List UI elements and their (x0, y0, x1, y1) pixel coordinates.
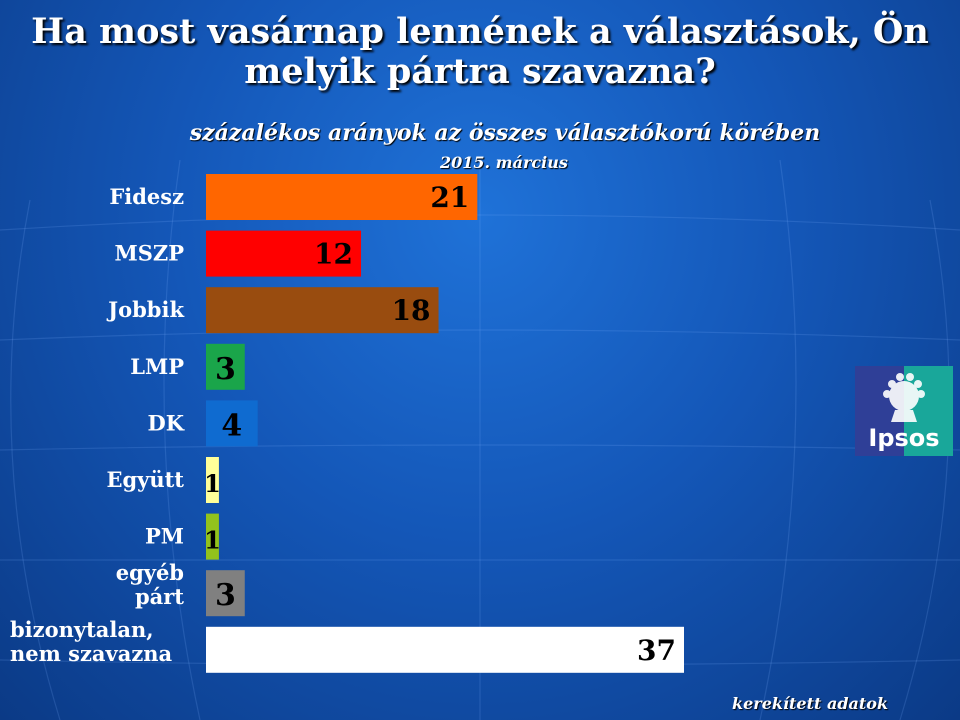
survey-period: 2015. március (440, 153, 568, 172)
category-label-6: PM (145, 524, 184, 549)
category-label-line: PM (145, 524, 184, 549)
bar-5 (206, 457, 219, 503)
category-label-line: Fidesz (109, 184, 184, 209)
category-label-line: egyéb (116, 560, 184, 585)
category-label-line: LMP (130, 354, 184, 379)
category-label-0: Fidesz (109, 184, 184, 209)
category-label-line: Együtt (106, 467, 184, 492)
category-label-line: Jobbik (106, 297, 184, 322)
category-label-line: DK (148, 410, 185, 435)
category-label-2: Jobbik (106, 297, 184, 322)
category-label-line: nem szavazna (10, 641, 173, 666)
value-label-6: 1 (204, 526, 221, 555)
category-label-3: LMP (130, 354, 184, 379)
value-label-7: 3 (215, 578, 236, 613)
bar-7 (206, 570, 245, 617)
ipsos-logo: Ipsos (855, 366, 953, 456)
value-label-5: 1 (204, 469, 221, 498)
category-label-7: egyéb párt (116, 560, 185, 609)
category-label-1: MSZP (114, 241, 184, 266)
value-label-2: 18 (392, 294, 431, 327)
value-label-3: 3 (215, 352, 236, 387)
category-label-line: MSZP (114, 241, 184, 266)
bar-1 (206, 230, 362, 277)
chart-title: Ha most vasárnap lennének a választások,… (31, 11, 929, 92)
bar-3 (206, 343, 245, 390)
value-label-0: 21 (430, 181, 469, 214)
category-label-8: bizonytalan, nem szavazna (10, 617, 173, 666)
bar-2 (206, 287, 439, 334)
value-label-4: 4 (221, 408, 242, 443)
value-label-1: 12 (314, 238, 353, 271)
category-label-4: DK (148, 410, 185, 435)
footnote: kerekített adatok (732, 694, 889, 713)
category-label-line: párt (135, 584, 184, 609)
chart-subtitle: százalékos arányok az összes választókor… (189, 120, 821, 146)
bar-8 (206, 626, 684, 673)
bar-6 (206, 513, 219, 560)
category-label-5: Együtt (106, 467, 184, 492)
category-label-line: bizonytalan, (10, 617, 154, 642)
bar-4 (206, 400, 258, 447)
svg-text:Ipsos: Ipsos (868, 424, 939, 452)
value-label-8: 37 (637, 634, 676, 667)
bar-0 (206, 174, 478, 220)
